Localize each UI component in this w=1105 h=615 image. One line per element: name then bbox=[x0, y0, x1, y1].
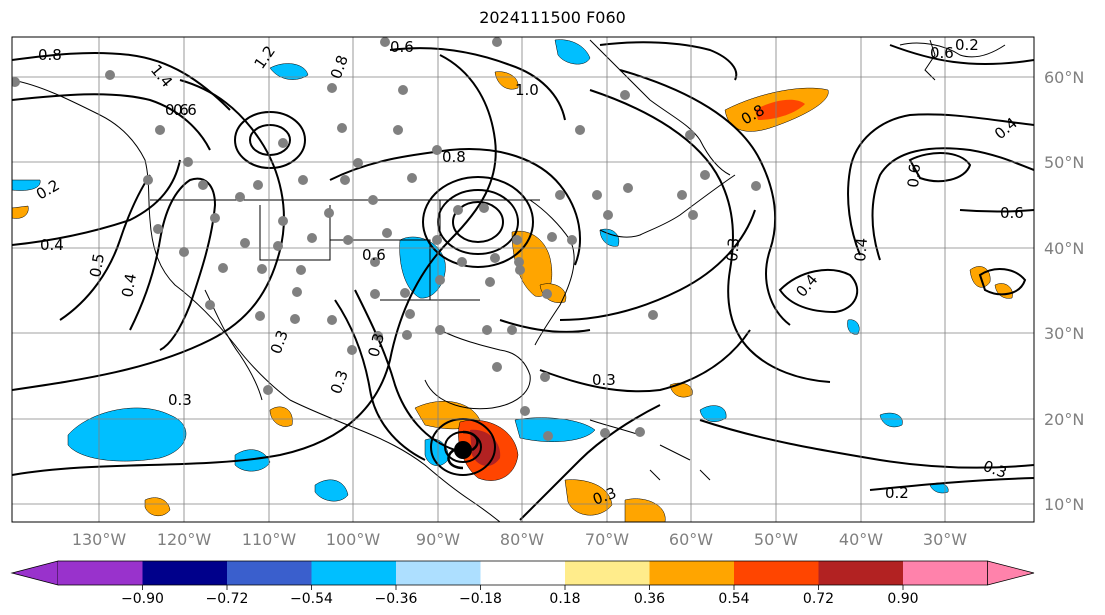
contour-label: 0.3 bbox=[168, 391, 192, 409]
contour-label: 0.8 bbox=[38, 46, 62, 64]
colorbar-tick-label: −0.54 bbox=[290, 591, 333, 607]
contour-label: 0.2 bbox=[885, 484, 909, 502]
colorbar-segment bbox=[734, 561, 819, 585]
lon-label: 80°W bbox=[500, 530, 544, 549]
contour-label: 0.6 bbox=[165, 101, 189, 119]
contour-label: 0.3 bbox=[364, 331, 388, 359]
lon-label: 90°W bbox=[416, 530, 460, 549]
contour-label: 0.8 bbox=[442, 148, 466, 166]
lon-label: 100°W bbox=[326, 530, 381, 549]
lon-label: 50°W bbox=[754, 530, 798, 549]
colorbar-segment bbox=[480, 561, 565, 585]
colorbar-tick-label: 0.36 bbox=[634, 591, 665, 607]
lon-label: 40°W bbox=[839, 530, 883, 549]
colorbar-tick-label: 0.18 bbox=[549, 591, 580, 607]
colorbar-tick-label: −0.90 bbox=[121, 591, 164, 607]
map-frame bbox=[11, 36, 1035, 523]
longitude-labels: 130°W 120°W 110°W 100°W 90°W 80°W 70°W 6… bbox=[72, 530, 967, 549]
contour-label: 0.4 bbox=[118, 272, 140, 299]
contour-label: 0.6 bbox=[362, 246, 386, 264]
lat-label: 40°N bbox=[1044, 239, 1084, 258]
colorbar-tick-label: 0.90 bbox=[887, 591, 918, 607]
lon-label: 130°W bbox=[72, 530, 127, 549]
colorbar-segment bbox=[818, 561, 903, 585]
tropical-cyclone-marker bbox=[447, 430, 479, 470]
colorbar-extend-high bbox=[987, 560, 1035, 586]
lat-label: 20°N bbox=[1044, 410, 1084, 429]
coastlines bbox=[12, 39, 1006, 522]
colorbar-segment bbox=[396, 561, 481, 585]
colorbar-segment bbox=[227, 561, 312, 585]
contour-label: 0.6 bbox=[904, 163, 924, 188]
lon-label: 70°W bbox=[585, 530, 629, 549]
contour-label: 0.6 bbox=[173, 101, 197, 119]
lat-label: 30°N bbox=[1044, 324, 1084, 343]
contour-label: 0.5 bbox=[86, 252, 108, 279]
contour-label: 0.3 bbox=[592, 371, 616, 389]
colorbar-extend-low bbox=[10, 560, 59, 586]
lat-label: 50°N bbox=[1044, 153, 1084, 172]
lon-label: 30°W bbox=[923, 530, 967, 549]
contour-label: 0.4 bbox=[851, 237, 871, 262]
contour-label: 0.2 bbox=[955, 36, 979, 54]
station-dots bbox=[12, 37, 761, 441]
colorbar-segment bbox=[565, 561, 650, 585]
colorbar-tick-label: −0.36 bbox=[375, 591, 418, 607]
colorbar-tick-label: −0.72 bbox=[206, 591, 249, 607]
contour-label: 0.6 bbox=[1000, 204, 1024, 222]
lat-label: 60°N bbox=[1044, 68, 1084, 87]
lon-label: 120°W bbox=[157, 530, 212, 549]
lon-label: 110°W bbox=[242, 530, 297, 549]
colorbar-segment bbox=[58, 561, 143, 585]
lon-label: 60°W bbox=[669, 530, 713, 549]
colorbar-tick-label: −0.18 bbox=[459, 591, 502, 607]
lat-label: 10°N bbox=[1044, 495, 1084, 514]
contour-label: 0.3 bbox=[723, 237, 743, 262]
contour-label: 0.6 bbox=[930, 44, 954, 62]
colorbar-segment bbox=[649, 561, 734, 585]
colorbar-tick-label: 0.54 bbox=[718, 591, 749, 607]
colorbar-segment bbox=[903, 561, 988, 585]
gridlines bbox=[12, 37, 1034, 522]
contour-label: 0.4 bbox=[40, 236, 64, 254]
colorbar-tick-label: 0.72 bbox=[803, 591, 834, 607]
colorbar-segment bbox=[311, 561, 396, 585]
colorbar-segment bbox=[142, 561, 227, 585]
colorbar: −0.90 −0.72 −0.54 −0.36 −0.18 0.18 0.36 … bbox=[10, 560, 1035, 607]
contour-lines bbox=[12, 41, 1034, 521]
latitude-labels: 10°N 20°N 30°N 40°N 50°N 60°N bbox=[1044, 68, 1084, 514]
contour-label: 1.0 bbox=[515, 81, 539, 99]
map-title: 2024111500 F060 bbox=[479, 8, 626, 27]
contour-label: 0.6 bbox=[390, 38, 414, 56]
